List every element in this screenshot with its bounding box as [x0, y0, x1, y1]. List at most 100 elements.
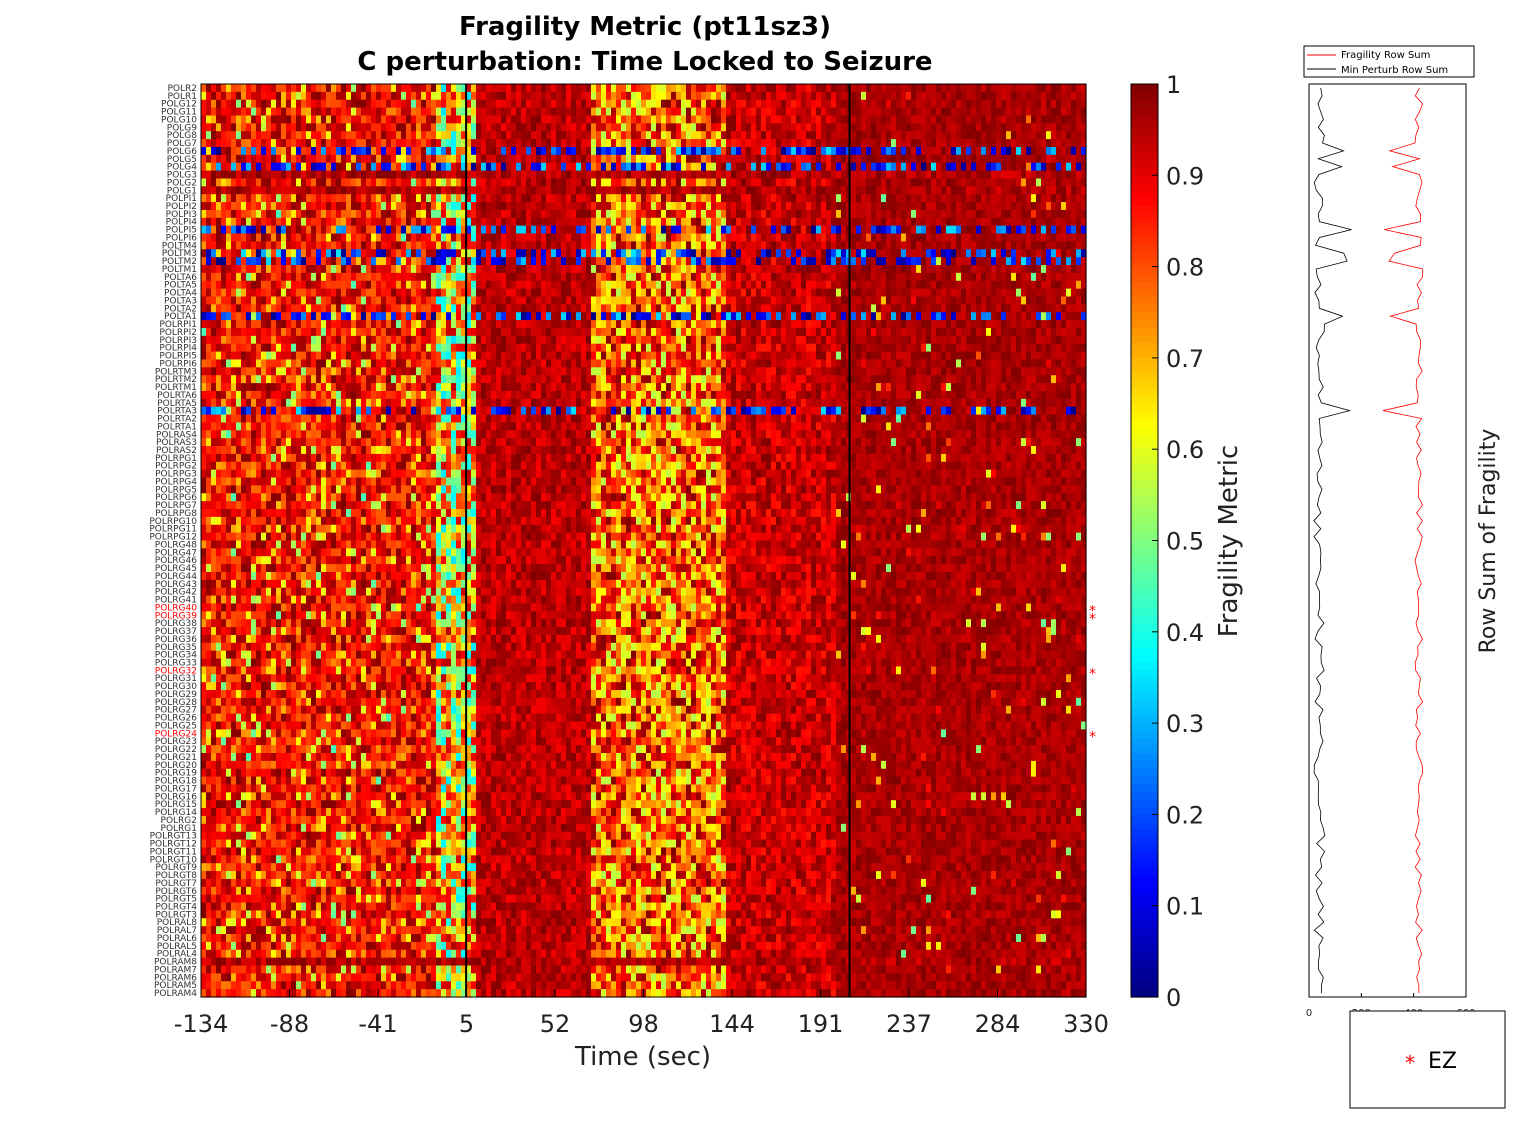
- heatmap-cell: [666, 123, 672, 132]
- heatmap-cell: [476, 225, 482, 235]
- heatmap-cell: [956, 217, 962, 227]
- heatmap-cell: [956, 202, 962, 211]
- heatmap-cell: [581, 288, 587, 298]
- heatmap-cell: [881, 186, 887, 195]
- heatmap-cell: [621, 257, 627, 266]
- heatmap-cell: [461, 233, 467, 243]
- heatmap-cell: [706, 225, 712, 235]
- heatmap-cell: [716, 217, 722, 227]
- heatmap-cell: [1076, 91, 1082, 101]
- heatmap-cell: [951, 233, 957, 243]
- heatmap-cell: [256, 170, 262, 180]
- heatmap-cell: [1041, 178, 1047, 187]
- heatmap-cell: [1026, 91, 1032, 101]
- heatmap-cell: [841, 84, 847, 93]
- heatmap-cell: [871, 272, 877, 282]
- heatmap-cell: [536, 194, 542, 203]
- heatmap-cell: [731, 217, 737, 227]
- heatmap-cell: [286, 225, 292, 235]
- heatmap-cell: [926, 202, 932, 211]
- heatmap-cell: [701, 178, 707, 187]
- heatmap-cell: [866, 91, 872, 101]
- heatmap-cell: [311, 91, 317, 101]
- heatmap-cell: [886, 209, 892, 219]
- heatmap-cell: [946, 296, 952, 305]
- heatmap-cell: [521, 217, 527, 227]
- heatmap-cell: [346, 209, 352, 219]
- heatmap-cell: [366, 217, 372, 227]
- heatmap-cell: [716, 241, 722, 250]
- heatmap-cell: [1071, 107, 1077, 117]
- heatmap-cell: [361, 115, 367, 124]
- heatmap-cell: [796, 154, 802, 164]
- heatmap-cell: [646, 296, 652, 305]
- heatmap-cell: [351, 209, 357, 219]
- heatmap-cell: [716, 91, 722, 101]
- heatmap-cell: [296, 123, 302, 132]
- heatmap-cell: [801, 186, 807, 195]
- heatmap-cell: [231, 84, 237, 93]
- heatmap-cell: [821, 178, 827, 187]
- heatmap-cell: [1006, 123, 1012, 132]
- heatmap-cell: [996, 162, 1002, 172]
- heatmap-cell: [446, 84, 452, 93]
- heatmap-cell: [211, 288, 217, 298]
- heatmap-cell: [946, 84, 952, 93]
- heatmap-cell: [631, 99, 637, 109]
- heatmap-cell: [221, 131, 227, 140]
- heatmap-row: [201, 194, 1087, 203]
- heatmap-cell: [576, 91, 582, 101]
- heatmap-cell: [231, 146, 237, 156]
- heatmap-cell: [986, 99, 992, 109]
- heatmap-cell: [706, 249, 712, 258]
- heatmap-cell: [851, 170, 857, 180]
- heatmap-cell: [1071, 296, 1077, 305]
- heatmap-cell: [276, 162, 282, 172]
- heatmap-cell: [561, 131, 567, 140]
- heatmap-cell: [361, 225, 367, 235]
- heatmap-cell: [501, 233, 507, 243]
- heatmap-cell: [1011, 186, 1017, 195]
- heatmap-cell: [606, 91, 612, 101]
- heatmap-cell: [261, 265, 267, 274]
- heatmap-cell: [996, 209, 1002, 219]
- heatmap-cell: [866, 99, 872, 109]
- heatmap-cell: [766, 257, 772, 266]
- heatmap-cell: [1081, 209, 1087, 219]
- heatmap-cell: [896, 178, 902, 187]
- heatmap-cell: [856, 265, 862, 274]
- heatmap-cell: [221, 99, 227, 109]
- heatmap-cell: [1036, 146, 1042, 156]
- heatmap-cell: [371, 296, 377, 305]
- heatmap-cell: [601, 217, 607, 227]
- heatmap-cell: [371, 91, 377, 101]
- heatmap-cell: [351, 139, 357, 148]
- heatmap-cell: [1061, 202, 1067, 211]
- heatmap-cell: [471, 249, 477, 258]
- heatmap-cell: [641, 186, 647, 195]
- heatmap-cell: [531, 107, 537, 117]
- heatmap-cell: [521, 154, 527, 164]
- heatmap-cell: [1011, 217, 1017, 227]
- heatmap-cell: [671, 99, 677, 109]
- heatmap-cell: [641, 178, 647, 187]
- heatmap-cell: [276, 209, 282, 219]
- heatmap-cell: [266, 170, 272, 180]
- heatmap-cell: [801, 154, 807, 164]
- heatmap-cell: [631, 280, 637, 290]
- heatmap-cell: [506, 296, 512, 305]
- heatmap-cell: [656, 91, 662, 101]
- heatmap-cell: [646, 146, 652, 156]
- heatmap-cell: [726, 272, 732, 282]
- heatmap-cell: [831, 123, 837, 132]
- heatmap-cell: [841, 241, 847, 250]
- heatmap-cell: [611, 99, 617, 109]
- heatmap-cell: [991, 107, 997, 117]
- heatmap-cell: [1066, 162, 1072, 172]
- heatmap-row: [201, 84, 1087, 93]
- heatmap-cell: [896, 91, 902, 101]
- heatmap-cell: [461, 272, 467, 282]
- heatmap-cell: [601, 115, 607, 124]
- heatmap-cell: [841, 272, 847, 282]
- heatmap-cell: [1071, 288, 1077, 298]
